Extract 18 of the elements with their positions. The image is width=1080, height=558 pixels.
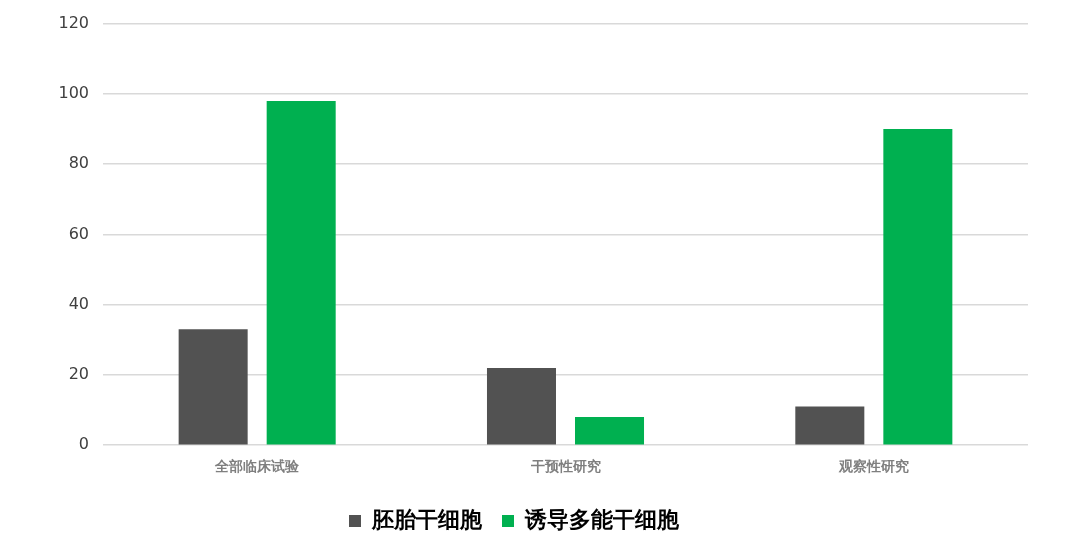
y-tick-label: 60: [68, 223, 89, 243]
x-tick-label: 干预性研究: [529, 458, 601, 475]
x-tick-label: 全部临床试验: [214, 458, 301, 475]
y-tick-label: 120: [58, 12, 89, 32]
bar: [575, 417, 645, 445]
bar: [883, 129, 953, 445]
legend-label: 胚胎干细胞: [371, 506, 483, 532]
y-tick-label: 40: [68, 293, 89, 313]
y-tick-label: 80: [68, 153, 89, 173]
bar: [178, 329, 248, 445]
bar: [795, 406, 865, 445]
bar: [486, 367, 556, 445]
y-tick-label: 20: [68, 364, 89, 384]
x-tick-label: 观察性研究: [837, 458, 909, 475]
bar: [266, 100, 336, 445]
y-tick-label: 100: [58, 83, 89, 103]
legend-label: 诱导多能干细胞: [524, 506, 680, 532]
y-tick-label: 0: [78, 434, 89, 454]
